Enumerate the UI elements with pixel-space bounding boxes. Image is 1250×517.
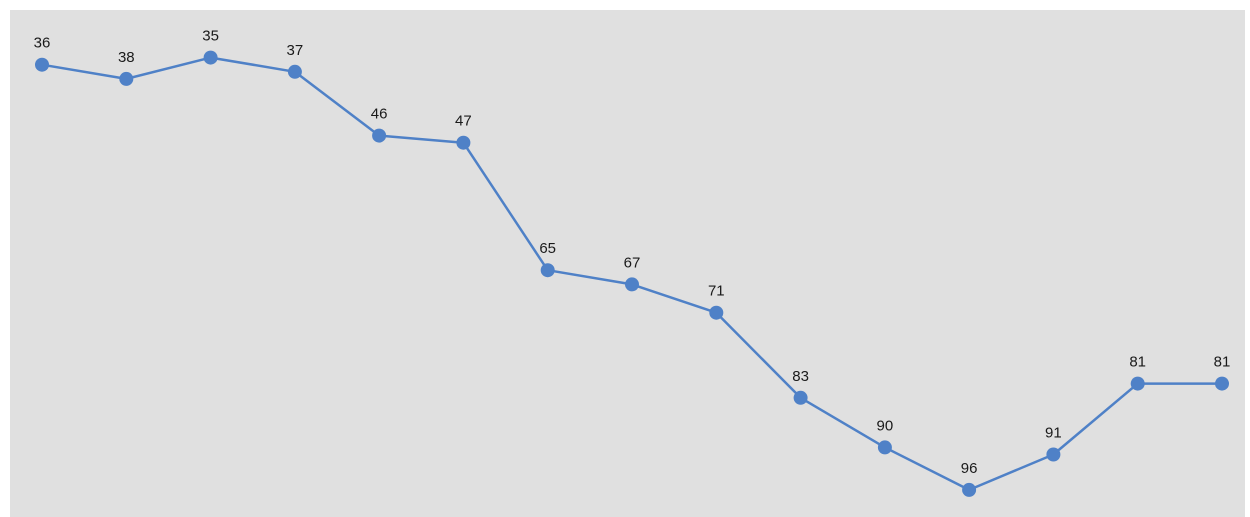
data-label: 83 [792,368,809,385]
data-point [1130,376,1145,391]
data-label: 71 [708,283,725,300]
data-point [962,482,977,497]
data-label: 90 [877,417,894,434]
data-label: 67 [624,254,641,271]
data-point [287,64,302,79]
data-point [540,263,555,278]
data-label: 35 [202,28,219,45]
plot-area [10,10,1245,517]
data-point [119,71,134,86]
data-point [1046,447,1061,462]
data-point [203,50,218,65]
data-point [35,57,49,72]
data-point [793,390,808,405]
data-label: 36 [34,35,51,52]
data-label: 47 [455,113,472,130]
data-label: 46 [371,106,388,123]
data-point [1215,376,1229,391]
data-point [625,277,639,292]
data-point [372,128,387,143]
data-point [877,440,892,455]
data-label: 65 [539,240,556,257]
data-label: 81 [1129,354,1146,371]
data-label: 38 [118,49,135,66]
data-label: 81 [1214,354,1231,371]
series-layer [35,50,1229,497]
data-label: 96 [961,460,978,477]
data-label: 37 [287,42,304,59]
data-point [709,305,724,320]
data-label-layer: 36 38 35 37 46 47 65 67 71 83 90 96 91 81 81 [34,28,1231,477]
data-label: 91 [1045,425,1062,442]
data-point [456,135,471,150]
